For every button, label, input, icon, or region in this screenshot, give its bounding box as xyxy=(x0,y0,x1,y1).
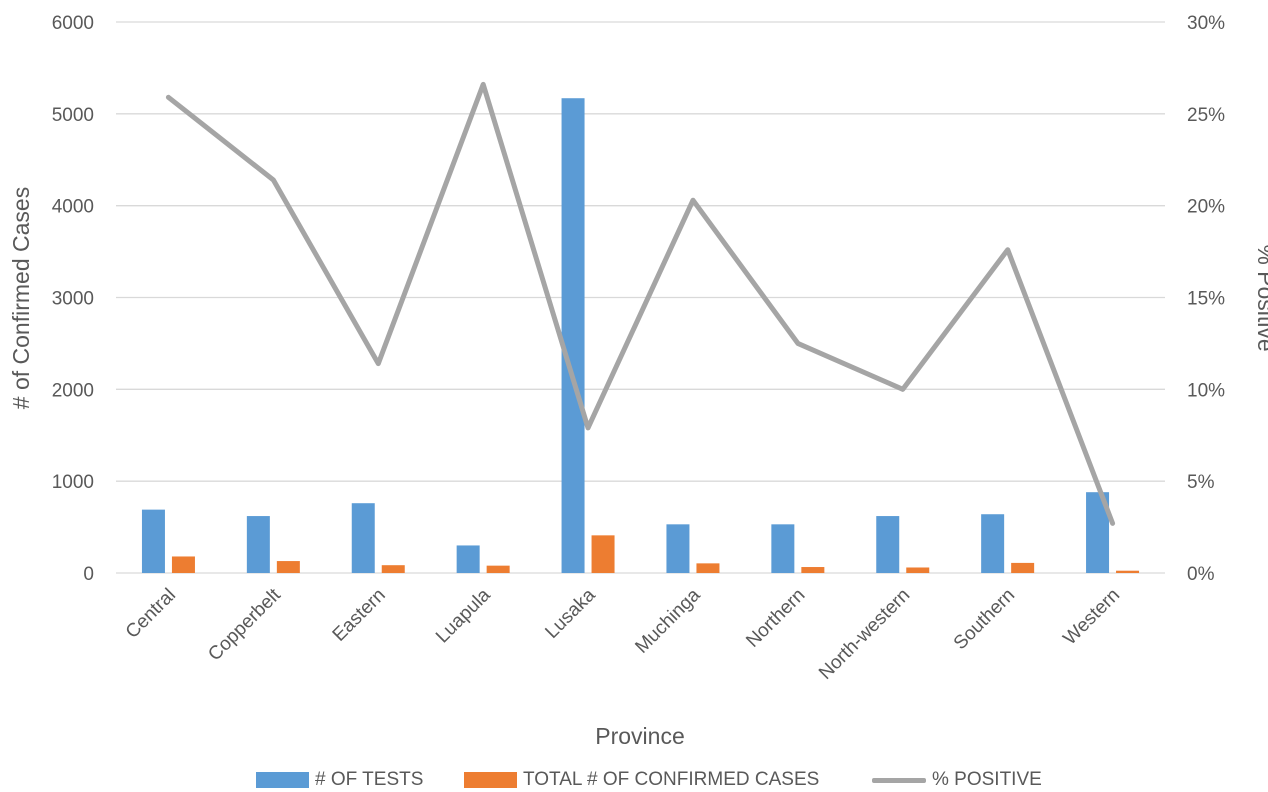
percent-positive-line xyxy=(165,81,1116,526)
bar-tests xyxy=(351,503,375,573)
x-tick-label: Northern xyxy=(742,585,809,652)
x-tick-label: Luapula xyxy=(432,584,495,647)
legend-swatch-percent-positive xyxy=(872,777,926,783)
bar-tests xyxy=(561,98,585,573)
y-tick-label: 0 xyxy=(83,564,94,585)
legend-swatch-confirmed-cases xyxy=(464,772,517,788)
legend-label-confirmed-cases: TOTAL # OF CONFIRMED CASES xyxy=(523,769,820,790)
x-tick-label: Lusaka xyxy=(541,584,599,642)
bar-confirmed-cases xyxy=(276,561,300,573)
x-tick-label: Central xyxy=(122,585,180,643)
bar-tests xyxy=(666,524,690,573)
bar-confirmed-cases xyxy=(381,565,405,573)
bars xyxy=(141,98,1140,573)
y2-tick-label: 15% xyxy=(1187,289,1225,310)
x-tick-label: North-western xyxy=(815,585,914,684)
y-tick-label: 5000 xyxy=(52,105,94,126)
legend-label-percent-positive: % POSITIVE xyxy=(932,769,1042,790)
y-tick-label: 1000 xyxy=(52,472,94,493)
bar-tests xyxy=(981,514,1005,573)
gridlines xyxy=(116,21,1165,574)
line-percent-positive xyxy=(165,81,1116,526)
left-axis-ticks: 0 1000 2000 3000 4000 5000 6000 xyxy=(52,13,94,585)
bar-tests xyxy=(771,524,795,573)
y-tick-label: 6000 xyxy=(52,13,94,34)
y2-tick-label: 0% xyxy=(1187,564,1215,585)
bar-confirmed-cases xyxy=(171,556,195,573)
legend-item-percent-positive: % POSITIVE xyxy=(872,768,1042,792)
y2-tick-label: 10% xyxy=(1187,380,1225,401)
right-axis-ticks: 0% 5% 10% 15% 20% 25% 30% xyxy=(1187,13,1225,585)
x-tick-label: Western xyxy=(1059,585,1124,650)
bar-tests xyxy=(1086,492,1110,573)
legend: # OF TESTS TOTAL # OF CONFIRMED CASES % … xyxy=(0,768,1268,792)
y-tick-label: 4000 xyxy=(52,197,94,218)
y2-tick-label: 30% xyxy=(1187,13,1225,34)
chart: 0 1000 2000 3000 4000 5000 6000 0% 5% 10% 15% 20% 2… xyxy=(8,13,1268,749)
x-tick-label: Copperbelt xyxy=(204,584,285,665)
bar-confirmed-cases xyxy=(696,563,720,573)
bar-confirmed-cases xyxy=(486,565,510,573)
bar-confirmed-cases xyxy=(1011,562,1035,573)
x-axis-ticks: Central Copperbelt Eastern Luapula Lusaka Muc… xyxy=(122,584,1124,684)
bar-tests xyxy=(141,509,165,573)
x-axis-title: Province xyxy=(595,723,684,749)
legend-swatch-tests xyxy=(256,772,309,788)
legend-label-tests: # OF TESTS xyxy=(315,769,424,790)
y2-axis-title: % Positive xyxy=(1253,244,1268,351)
y2-tick-label: 25% xyxy=(1187,105,1225,126)
bar-confirmed-cases xyxy=(906,567,930,573)
bar-tests xyxy=(876,516,900,573)
x-tick-label: Southern xyxy=(950,585,1019,654)
y-tick-label: 3000 xyxy=(52,289,94,310)
y-axis-title: # of Confirmed Cases xyxy=(8,187,34,409)
y2-tick-label: 20% xyxy=(1187,197,1225,218)
bar-confirmed-cases xyxy=(591,535,615,573)
y-tick-label: 2000 xyxy=(52,380,94,401)
x-tick-label: Muchinga xyxy=(631,584,704,657)
bar-confirmed-cases xyxy=(1116,570,1140,573)
y2-tick-label: 5% xyxy=(1187,472,1215,493)
legend-item-tests: # OF TESTS xyxy=(256,768,423,792)
bar-tests xyxy=(246,516,270,573)
bar-tests xyxy=(456,545,480,573)
bar-confirmed-cases xyxy=(801,567,825,573)
legend-item-confirmed-cases: TOTAL # OF CONFIRMED CASES xyxy=(464,768,819,792)
x-tick-label: Eastern xyxy=(329,585,390,646)
